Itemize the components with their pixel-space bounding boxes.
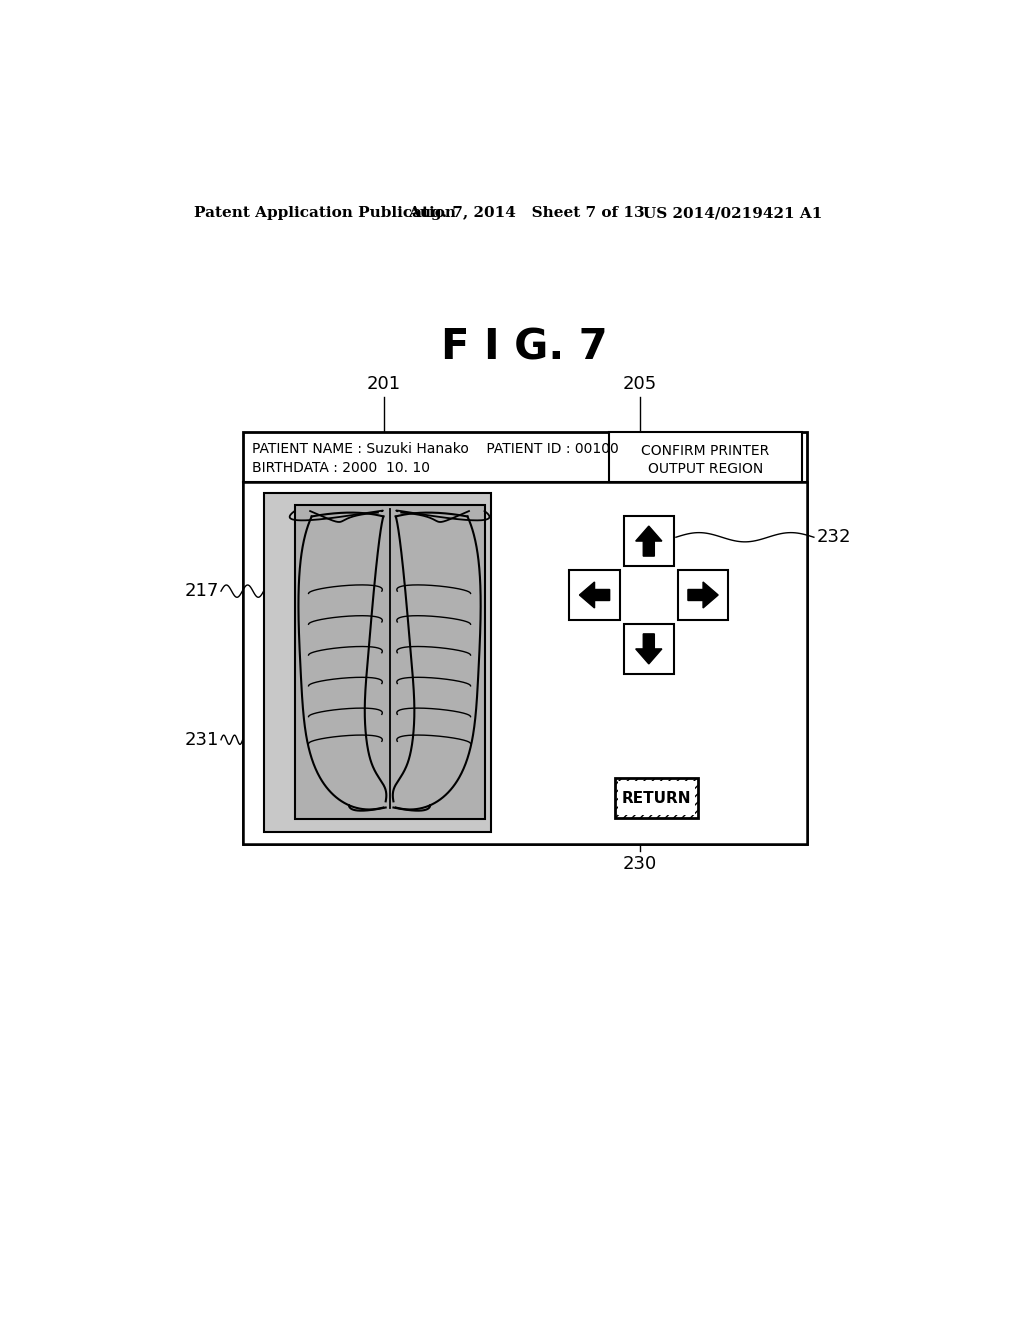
Polygon shape — [688, 582, 718, 609]
Bar — [263, 494, 490, 832]
Bar — [243, 432, 807, 843]
Text: 217: 217 — [185, 582, 219, 601]
Bar — [243, 482, 807, 843]
Bar — [295, 506, 484, 818]
Bar — [617, 781, 695, 816]
Text: 231: 231 — [185, 731, 219, 748]
Polygon shape — [580, 582, 609, 609]
Text: 230: 230 — [623, 855, 656, 874]
Text: Aug. 7, 2014   Sheet 7 of 13: Aug. 7, 2014 Sheet 7 of 13 — [409, 206, 645, 220]
Text: F I G. 7: F I G. 7 — [441, 326, 608, 368]
Text: OUTPUT REGION: OUTPUT REGION — [648, 462, 763, 475]
Text: PATIENT NAME : Suzuki Hanako    PATIENT ID : 00100: PATIENT NAME : Suzuki Hanako PATIENT ID … — [252, 442, 618, 455]
Text: 201: 201 — [367, 375, 400, 393]
Bar — [624, 516, 674, 566]
Bar — [614, 779, 698, 818]
Text: 205: 205 — [623, 375, 656, 393]
Text: BIRTHDATA : 2000  10. 10: BIRTHDATA : 2000 10. 10 — [252, 461, 430, 475]
Text: Patent Application Publication: Patent Application Publication — [194, 206, 456, 220]
Polygon shape — [636, 527, 662, 556]
Text: 232: 232 — [816, 528, 851, 546]
Bar — [608, 432, 802, 482]
Text: US 2014/0219421 A1: US 2014/0219421 A1 — [643, 206, 822, 220]
Bar — [624, 624, 674, 675]
Bar — [678, 570, 728, 620]
Text: RETURN: RETURN — [622, 791, 691, 805]
Polygon shape — [636, 634, 662, 664]
Text: CONFIRM PRINTER: CONFIRM PRINTER — [641, 444, 769, 458]
Bar — [569, 570, 620, 620]
